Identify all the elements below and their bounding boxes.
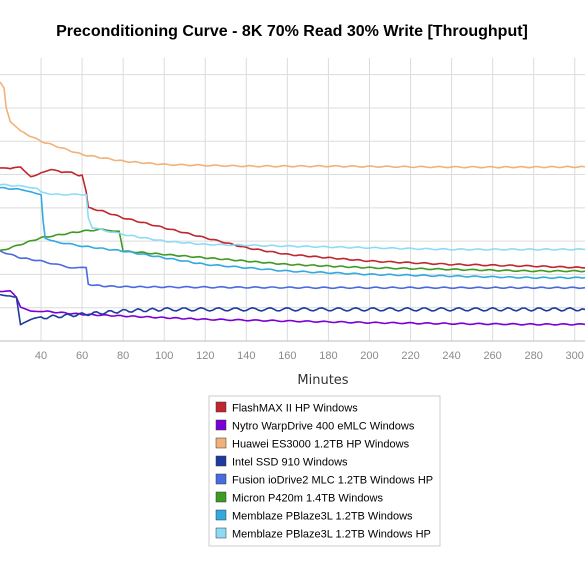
x-tick-label: 160: [278, 350, 296, 362]
legend: FlashMAX II HP Windows Nytro WarpDrive 40…: [208, 395, 441, 547]
legend-swatch: [215, 473, 227, 485]
x-axis-label: Minutes: [297, 373, 348, 388]
series-lines: [0, 81, 585, 326]
x-tick-label: 100: [155, 350, 173, 362]
legend-swatch: [215, 419, 227, 431]
plot-area: [0, 58, 585, 341]
legend-label: Huawei ES3000 1.2TB HP Windows: [232, 439, 410, 451]
series-line: [0, 81, 585, 169]
legend-label: Micron P420m 1.4TB Windows: [232, 493, 383, 505]
x-tick-label: 40: [35, 350, 47, 362]
series-line: [0, 249, 585, 290]
x-tick-label: 240: [442, 350, 460, 362]
x-tick-label: 140: [237, 350, 255, 362]
legend-label: Nytro WarpDrive 400 eMLC Windows: [232, 421, 415, 433]
x-tick-label: 60: [76, 350, 88, 362]
series-line: [0, 293, 585, 326]
x-tick-label: 200: [360, 350, 378, 362]
series-line: [0, 186, 585, 280]
legend-label: Intel SSD 910 Windows: [232, 457, 348, 469]
legend-label: FlashMAX II HP Windows: [232, 403, 358, 415]
x-tick-label: 280: [525, 350, 543, 362]
legend-swatch: [215, 401, 227, 413]
x-tick-label: 80: [117, 350, 129, 362]
legend-box: [208, 395, 441, 547]
x-tick-label: 220: [401, 350, 419, 362]
legend-swatch: [215, 509, 227, 521]
chart-title: Preconditioning Curve - 8K 70% Read 30% …: [56, 23, 528, 40]
x-tick-label: 180: [319, 350, 337, 362]
legend-label: Memblaze PBlaze3L 1.2TB Windows: [232, 511, 413, 523]
legend-label: Fusion ioDrive2 MLC 1.2TB Windows HP: [232, 475, 433, 487]
x-tick-label: 120: [196, 350, 214, 362]
series-line: [0, 183, 585, 251]
x-tick-label: 260: [483, 350, 501, 362]
x-tick-labels: 40 60 80 100 120 140 160 180 200 220 240 260 280 300: [35, 350, 584, 362]
series-line: [0, 228, 585, 273]
legend-swatch: [215, 455, 227, 467]
legend-swatch: [215, 491, 227, 503]
series-line: [0, 290, 585, 326]
legend-swatch: [215, 437, 227, 449]
legend-label: Memblaze PBlaze3L 1.2TB Windows HP: [232, 529, 431, 541]
legend-swatch: [215, 527, 227, 539]
series-line: [0, 166, 585, 269]
x-tick-label: 300: [566, 350, 584, 362]
